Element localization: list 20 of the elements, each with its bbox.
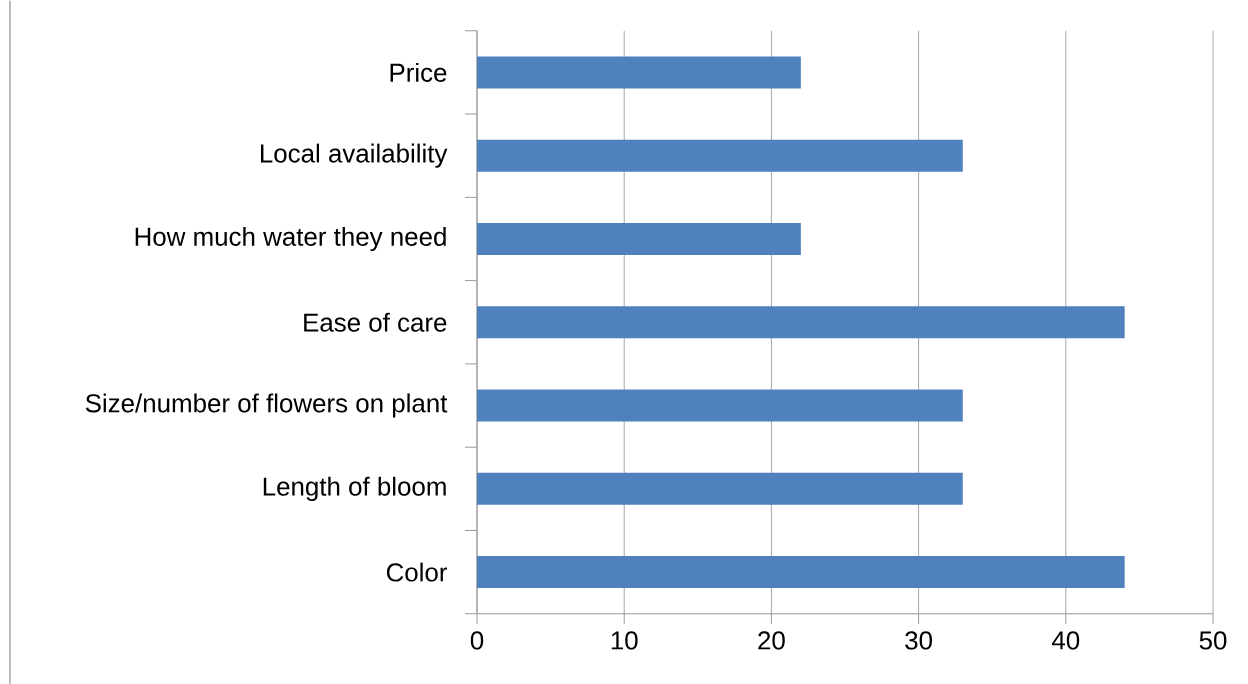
bar [477,222,801,255]
bar [477,56,801,89]
x-tick-label: 10 [611,631,638,650]
x-tick-label: 0 [470,631,484,650]
bar [477,389,963,422]
y-tick-label: Price [390,62,447,82]
x-tick-label: 50 [1199,631,1227,650]
x-tick-label: 30 [905,631,932,650]
bar [477,306,1125,339]
bar [477,555,1125,588]
bar [477,472,963,505]
y-tick-label: Local availability [260,143,448,168]
bar [477,139,963,172]
y-tick-label: Color [386,562,448,582]
y-tick-label: Length of bloom [263,476,446,501]
y-tick-label: Ease of care [304,312,447,332]
x-tick-label: 20 [758,631,785,650]
y-tick-label: How much water they need [135,226,446,251]
y-tick-label: Size/number of flowers on plant [85,393,448,418]
x-tick-label: 40 [1051,631,1080,650]
